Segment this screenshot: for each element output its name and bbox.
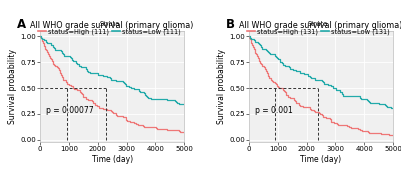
Legend: status=High (111), status=Low (111): status=High (111), status=Low (111) xyxy=(36,20,182,36)
Text: A: A xyxy=(17,18,26,31)
Y-axis label: Survival probability: Survival probability xyxy=(217,49,226,124)
Y-axis label: Survival probability: Survival probability xyxy=(8,49,17,124)
X-axis label: Time (day): Time (day) xyxy=(91,155,133,164)
Text: p = 0.001: p = 0.001 xyxy=(255,106,292,115)
Title: All WHO grade survival (primary glioma): All WHO grade survival (primary glioma) xyxy=(30,21,194,30)
X-axis label: Time (day): Time (day) xyxy=(300,155,342,164)
Text: p = 0.00077: p = 0.00077 xyxy=(46,106,93,115)
Title: All WHO grade survival (primary glioma): All WHO grade survival (primary glioma) xyxy=(239,21,401,30)
Legend: status=High (131), status=Low (131): status=High (131), status=Low (131) xyxy=(245,20,391,36)
Text: B: B xyxy=(226,18,235,31)
